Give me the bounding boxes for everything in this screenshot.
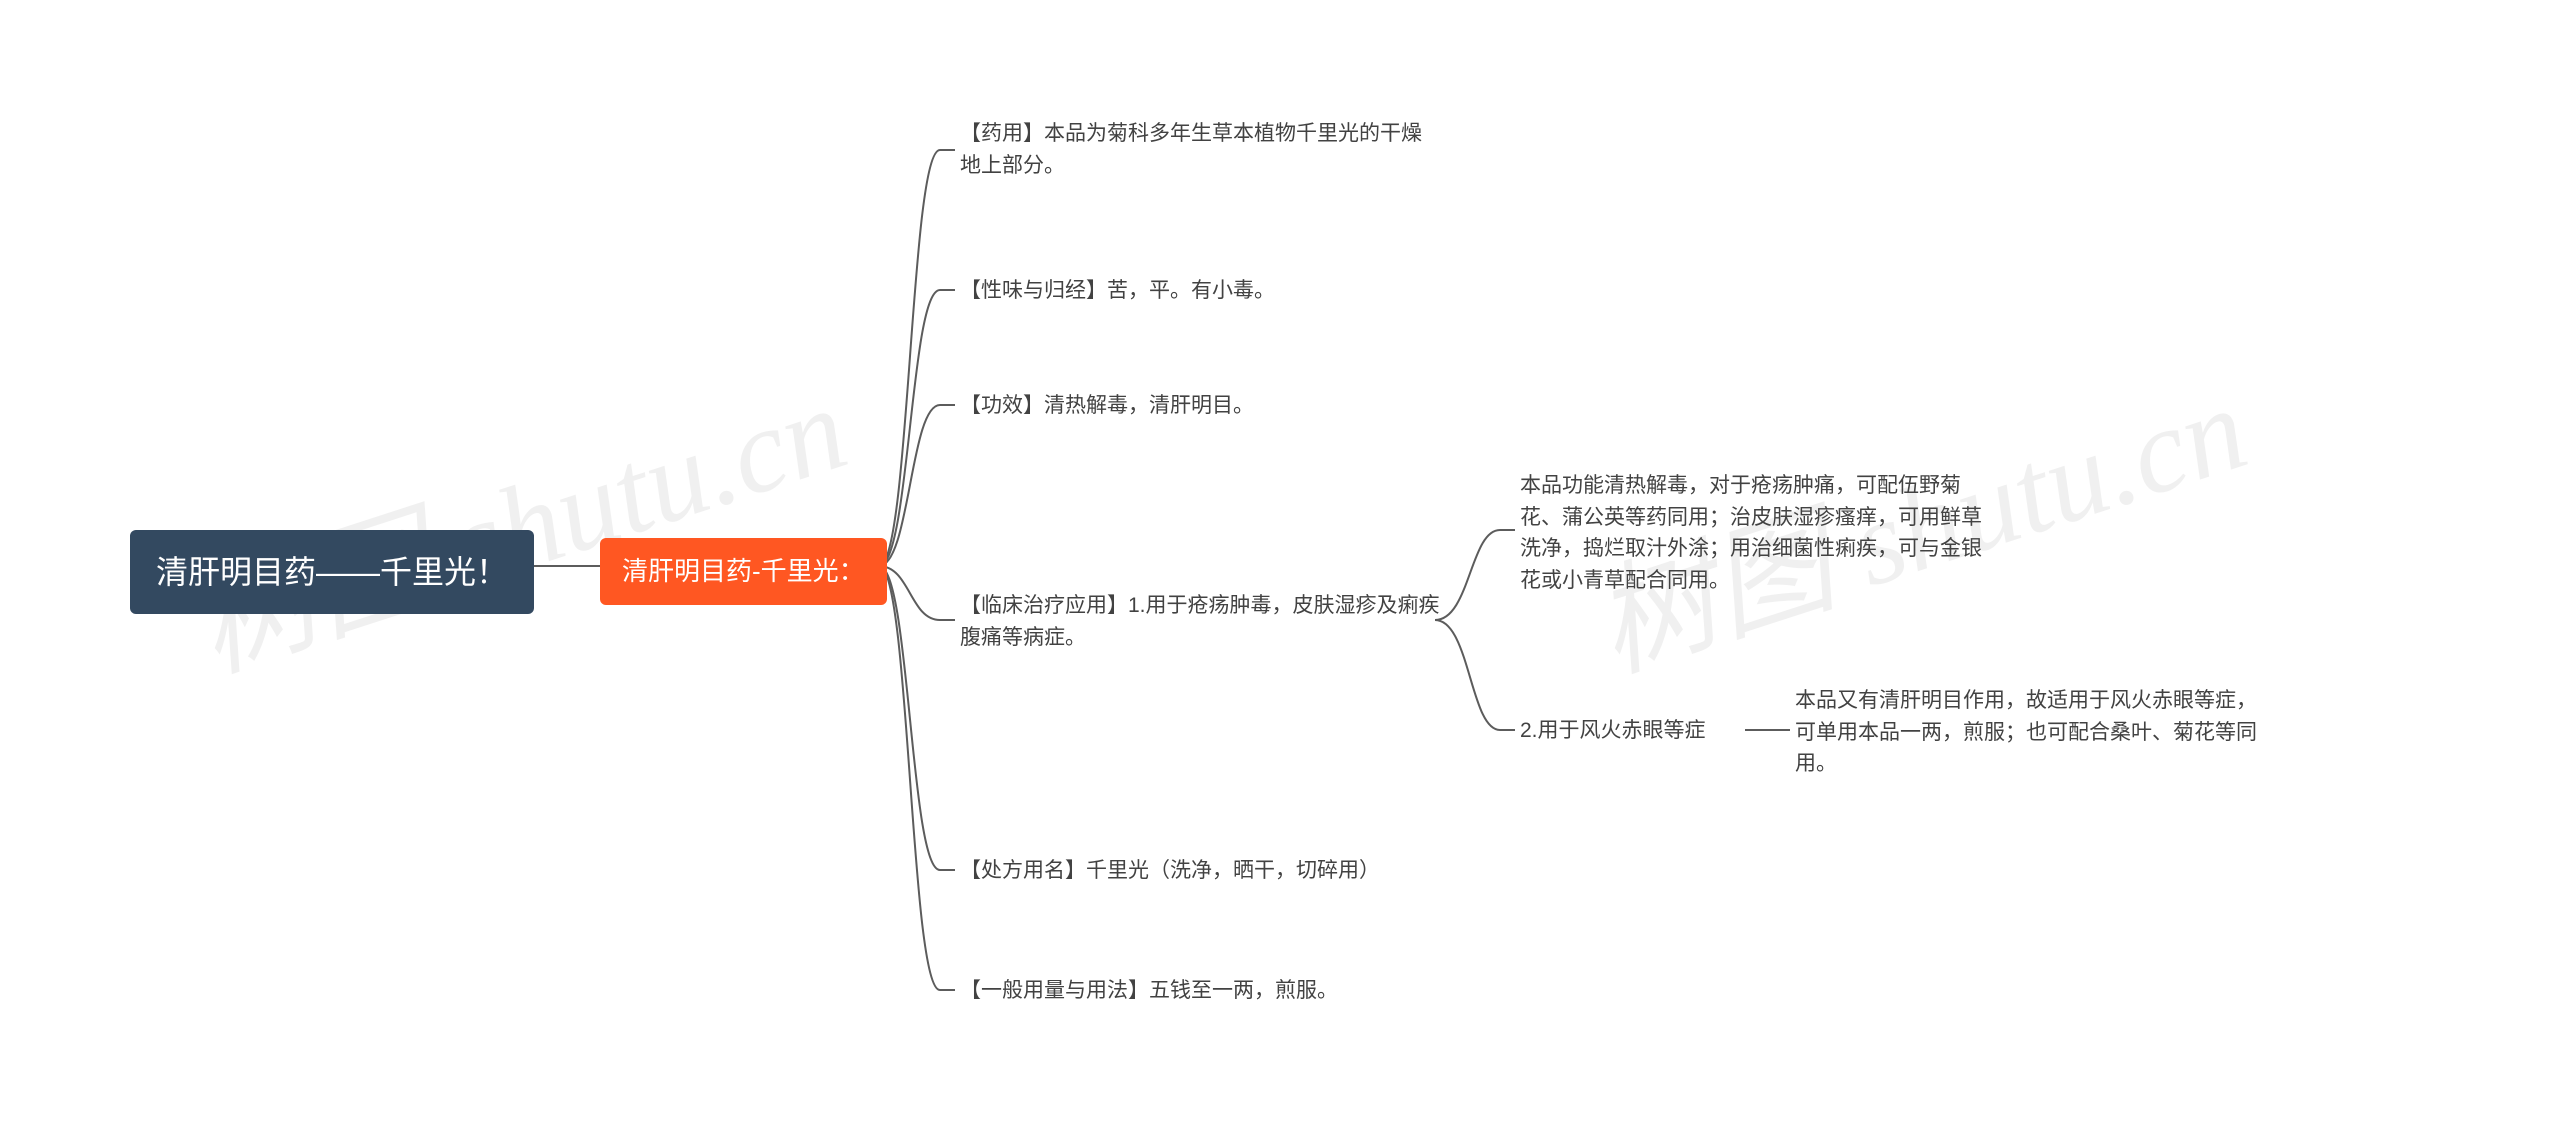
branch-gongxiao-label: 【功效】清热解毒，清肝明目。 xyxy=(960,394,1254,417)
primary-label: 清肝明目药-千里光： xyxy=(622,556,865,586)
mindmap-canvas: 树图 shutu.cn 树图 shutu.cn xyxy=(0,0,2560,1132)
branch-yaoyong: 【药用】本品为菊科多年生草本植物千里光的干燥地上部分。 xyxy=(960,118,1440,181)
watermark-1: 树图 shutu.cn xyxy=(170,330,864,704)
branch-xingwei-label: 【性味与归经】苦，平。有小毒。 xyxy=(960,279,1275,302)
branch-linchuang-sub2-child: 本品又有清肝明目作用，故适用于风火赤眼等症，可单用本品一两，煎服；也可配合桑叶、… xyxy=(1795,685,2265,780)
branch-linchuang-sub1-label: 本品功能清热解毒，对于疮疡肿痛，可配伍野菊花、蒲公英等药同用；治皮肤湿疹瘙痒，可… xyxy=(1520,474,1982,592)
branch-linchuang-sub2: 2.用于风火赤眼等症 xyxy=(1520,715,1750,747)
branch-yongliang: 【一般用量与用法】五钱至一两，煎服。 xyxy=(960,975,1440,1007)
primary-node: 清肝明目药-千里光： xyxy=(600,538,887,605)
branch-linchuang: 【临床治疗应用】1.用于疮疡肿毒，皮肤湿疹及痢疾腹痛等病症。 xyxy=(960,590,1440,653)
branch-yongliang-label: 【一般用量与用法】五钱至一两，煎服。 xyxy=(960,979,1338,1002)
branch-linchuang-sub2-label: 2.用于风火赤眼等症 xyxy=(1520,719,1706,742)
branch-gongxiao: 【功效】清热解毒，清肝明目。 xyxy=(960,390,1440,422)
branch-linchuang-label: 【临床治疗应用】1.用于疮疡肿毒，皮肤湿疹及痢疾腹痛等病症。 xyxy=(960,594,1440,649)
branch-xingwei: 【性味与归经】苦，平。有小毒。 xyxy=(960,275,1440,307)
branch-chufang-label: 【处方用名】千里光（洗净，晒干，切碎用） xyxy=(960,859,1380,882)
branch-linchuang-sub2-child-label: 本品又有清肝明目作用，故适用于风火赤眼等症，可单用本品一两，煎服；也可配合桑叶、… xyxy=(1795,689,2257,775)
root-label: 清肝明目药——千里光！ xyxy=(156,554,508,590)
branch-chufang: 【处方用名】千里光（洗净，晒干，切碎用） xyxy=(960,855,1440,887)
branch-linchuang-sub1: 本品功能清热解毒，对于疮疡肿痛，可配伍野菊花、蒲公英等药同用；治皮肤湿疹瘙痒，可… xyxy=(1520,470,1990,596)
root-node: 清肝明目药——千里光！ xyxy=(130,530,534,614)
branch-yaoyong-label: 【药用】本品为菊科多年生草本植物千里光的干燥地上部分。 xyxy=(960,122,1422,177)
